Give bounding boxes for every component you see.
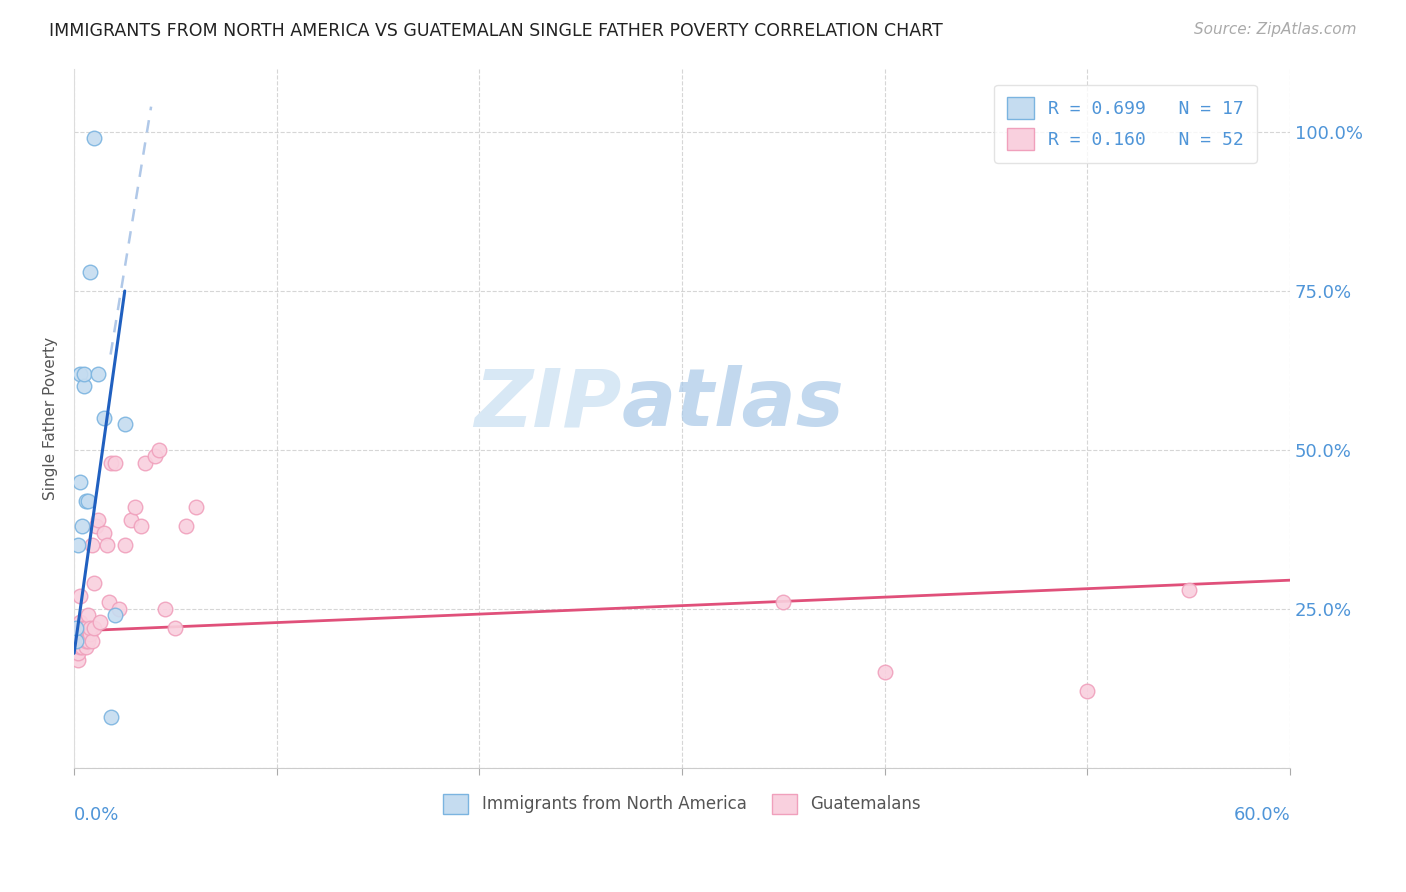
Point (86, 519, 108, 533)
Y-axis label: Single Father Poverty: Single Father Poverty (44, 336, 58, 500)
Text: 0.0%: 0.0% (75, 806, 120, 824)
Point (772, 595, 794, 609)
Point (129, 519, 152, 533)
Point (67, 646, 90, 660)
Point (83, 576, 105, 591)
Point (75, 493, 97, 508)
Point (1177, 582, 1199, 597)
Point (97, 595, 120, 609)
Point (873, 665, 896, 680)
Point (120, 513, 142, 527)
Point (114, 417, 136, 432)
Point (134, 456, 156, 470)
Point (67, 653, 90, 667)
Point (165, 621, 187, 635)
Legend: Immigrants from North America, Guatemalans: Immigrants from North America, Guatemala… (434, 785, 929, 822)
Point (79, 621, 101, 635)
Point (70, 519, 93, 533)
Point (89, 615, 111, 629)
Text: IMMIGRANTS FROM NORTH AMERICA VS GUATEMALAN SINGLE FATHER POVERTY CORRELATION CH: IMMIGRANTS FROM NORTH AMERICA VS GUATEMA… (49, 22, 943, 40)
Point (124, 500, 146, 514)
Point (69, 589, 91, 603)
Point (104, 608, 127, 623)
Point (77, 633, 100, 648)
Point (65, 633, 87, 648)
Point (114, 538, 136, 552)
Point (67, 627, 90, 641)
Point (184, 500, 207, 514)
Point (70, 633, 93, 648)
Point (69, 615, 91, 629)
Point (87, 367, 110, 381)
Point (82, 633, 104, 648)
Point (93, 525, 115, 540)
Point (82, 538, 104, 552)
Point (174, 519, 197, 533)
Point (83, 621, 105, 635)
Point (69, 640, 91, 654)
Point (155, 602, 177, 616)
Point (75, 640, 97, 654)
Point (83, 131, 105, 145)
Point (65, 627, 87, 641)
Text: 60.0%: 60.0% (1233, 806, 1291, 824)
Point (69, 475, 91, 489)
Point (1076, 684, 1098, 698)
Point (73, 627, 96, 641)
Point (70, 621, 93, 635)
Text: ZIP: ZIP (474, 365, 621, 443)
Point (79, 265, 101, 279)
Point (69, 367, 91, 381)
Point (100, 456, 122, 470)
Point (73, 367, 96, 381)
Point (96, 538, 118, 552)
Point (148, 442, 170, 457)
Point (67, 633, 90, 648)
Point (79, 627, 101, 641)
Text: Source: ZipAtlas.com: Source: ZipAtlas.com (1194, 22, 1357, 37)
Point (65, 633, 87, 648)
Point (65, 621, 87, 635)
Point (70, 640, 93, 654)
Point (67, 538, 90, 552)
Point (104, 456, 127, 470)
Point (73, 633, 96, 648)
Point (69, 633, 91, 648)
Point (73, 379, 96, 393)
Point (65, 640, 87, 654)
Point (87, 513, 110, 527)
Point (77, 493, 100, 508)
Text: atlas: atlas (621, 365, 844, 443)
Point (107, 602, 129, 616)
Point (143, 449, 166, 463)
Point (77, 608, 100, 623)
Point (93, 411, 115, 425)
Point (100, 710, 122, 724)
Point (75, 633, 97, 648)
Point (75, 621, 97, 635)
Point (65, 646, 87, 660)
